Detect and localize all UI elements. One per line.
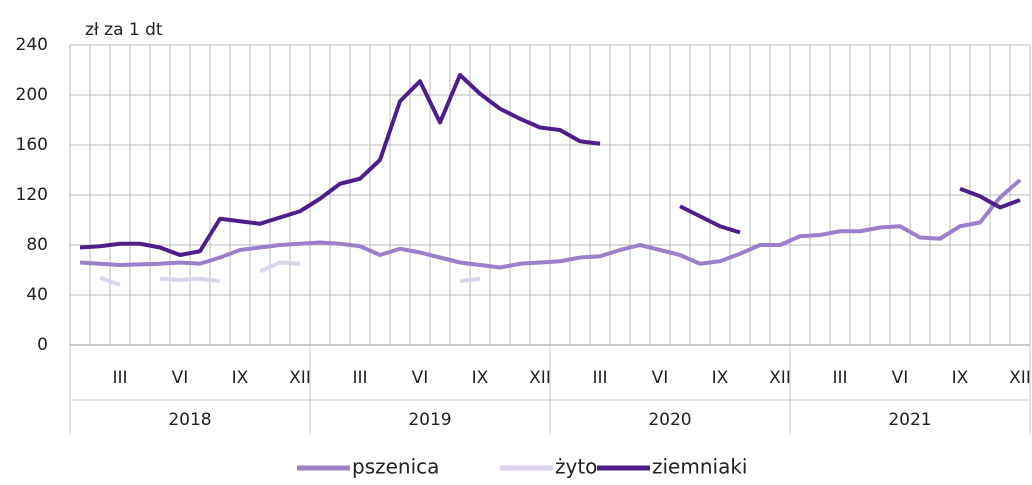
year-label: 2018 [168,410,211,430]
y-tick-label: 120 [16,185,48,205]
x-tick-label: IX [232,368,249,388]
x-tick-label: III [112,368,127,388]
x-tick-label: III [352,368,367,388]
year-label: 2021 [888,410,931,430]
y-tick-label: 0 [37,335,48,355]
x-tick-label: IX [472,368,489,388]
x-tick-label: VI [652,368,669,388]
x-tick-label: XII [769,368,791,388]
x-tick-label: XII [529,368,551,388]
series-line [79,178,1022,270]
x-tick-label: III [592,368,607,388]
y-tick-label: 200 [16,85,48,105]
y-tick-label: 40 [26,285,48,305]
year-label: 2019 [408,410,451,430]
series-line [99,260,481,287]
x-tick-label: VI [892,368,909,388]
x-tick-label: IX [712,368,729,388]
legend-label: pszenica [352,455,439,479]
x-tick-label: IX [952,368,969,388]
legend-label: żyto [555,455,597,479]
x-tick-label: VI [412,368,429,388]
x-tick-label: VI [172,368,189,388]
y-tick-label: 80 [26,235,48,255]
x-tick-label: XII [289,368,311,388]
y-tick-label: 240 [16,35,48,55]
year-label: 2020 [648,410,691,430]
y-axis-label: zł za 1 dt [85,20,163,40]
series-line [79,73,1021,257]
legend-label: ziemniaki [652,455,747,479]
x-tick-label: XII [1009,368,1031,388]
y-tick-label: 160 [16,135,48,155]
x-tick-label: III [832,368,847,388]
